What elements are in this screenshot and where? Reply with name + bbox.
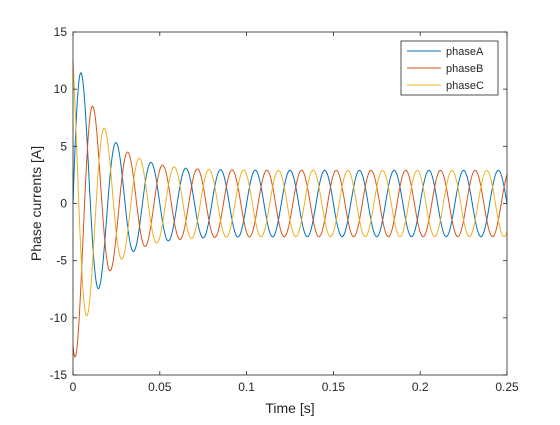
x-tick-label: 0.2 (412, 380, 429, 394)
y-tick-label: -5 (56, 254, 67, 268)
y-tick-label: -10 (50, 311, 68, 325)
x-tick-label: 0.05 (148, 380, 172, 394)
legend-label-phaseB: phaseB (446, 63, 483, 75)
y-tick-label: 0 (60, 197, 67, 211)
y-axis-label: Phase currents [A] (28, 146, 44, 261)
x-axis-label: Time [s] (265, 400, 314, 416)
x-tick-label: 0.1 (238, 380, 255, 394)
y-tick-label: 10 (54, 82, 68, 96)
tick-layer: 0 0.05 0.1 0.15 0.2 0.25 -15 -10 -5 0 5 10 15 (50, 25, 519, 394)
y-tick-label: 5 (60, 139, 67, 153)
y-tick-label: -15 (50, 368, 68, 382)
legend: phaseA phaseB phaseC (400, 40, 499, 96)
x-tick-label: 0.25 (495, 380, 519, 394)
legend-label-phaseC: phaseC (446, 80, 484, 92)
series-layer (72, 60, 508, 358)
legend-label-phaseA: phaseA (446, 46, 484, 58)
x-tick-label: 0 (70, 380, 77, 394)
y-tick-label: 15 (54, 25, 68, 39)
series-line-phaseC (72, 60, 508, 317)
x-tick-label: 0.15 (322, 380, 346, 394)
